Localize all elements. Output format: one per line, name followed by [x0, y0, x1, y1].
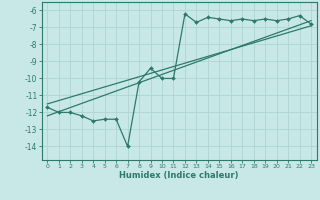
X-axis label: Humidex (Indice chaleur): Humidex (Indice chaleur) [119, 171, 239, 180]
